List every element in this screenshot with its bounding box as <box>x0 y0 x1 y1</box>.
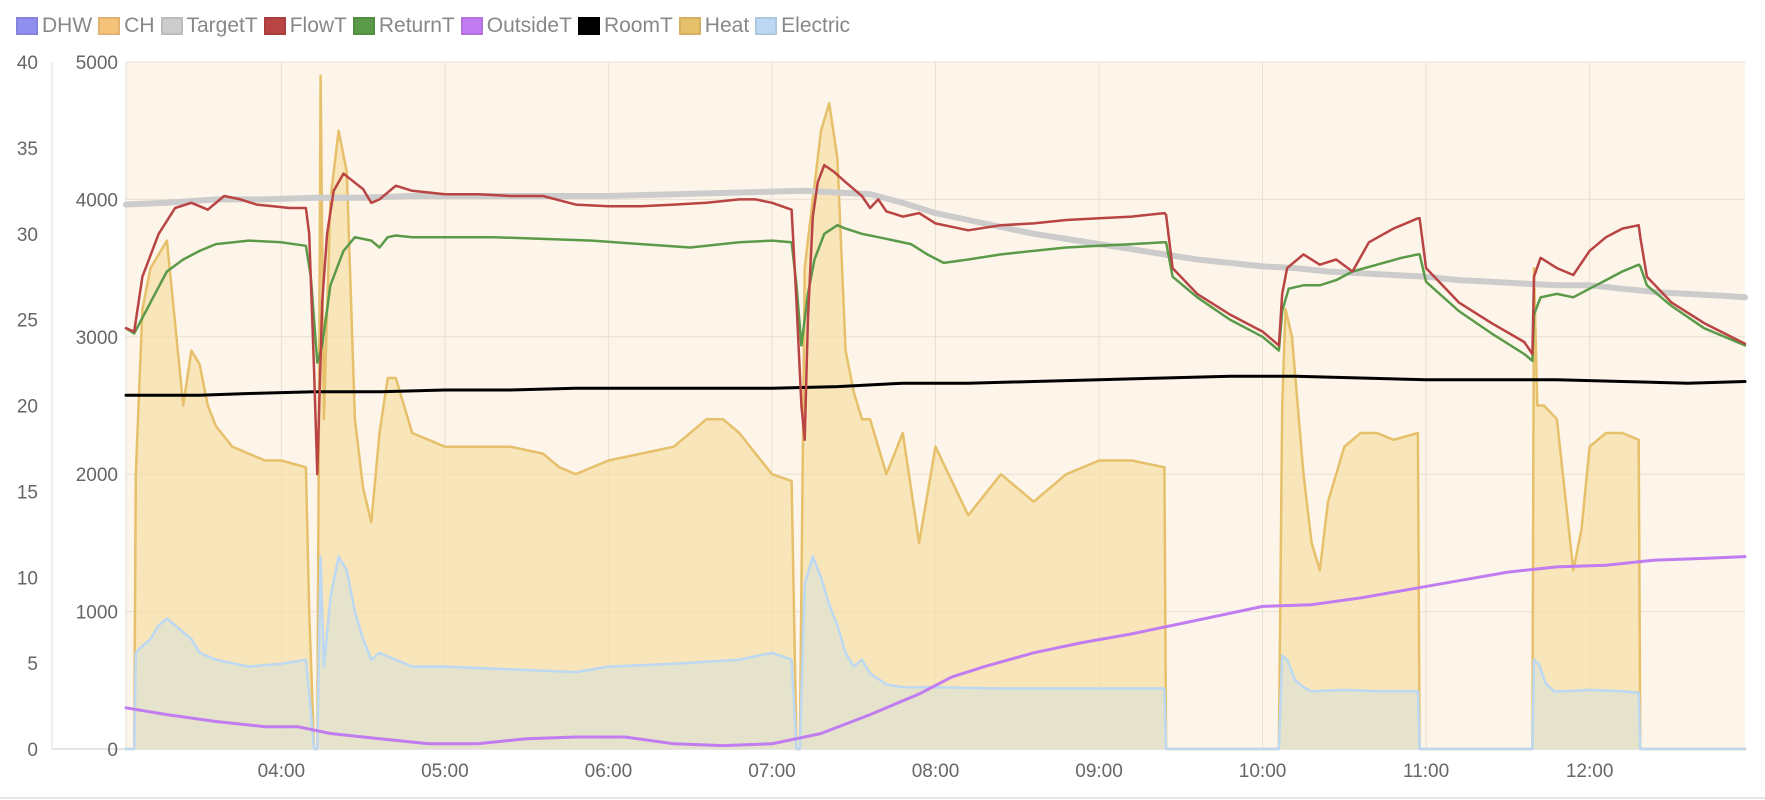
x-tick: 11:00 <box>1403 761 1449 782</box>
series-line-outsidet <box>124 555 1747 748</box>
legend-label-outside: OutsideT <box>486 14 572 37</box>
legend-swatch-ch <box>98 17 121 35</box>
y-tick-power: 2000 <box>76 465 118 486</box>
legend-item-ch[interactable]: CH <box>98 14 155 38</box>
series-line-targett <box>123 187 1748 301</box>
x-tick: 12:00 <box>1566 761 1614 782</box>
x-tick: 05:00 <box>421 761 469 782</box>
series-line-flowt <box>124 163 1747 476</box>
series-line-returnt <box>124 223 1747 364</box>
x-tick: 08:00 <box>912 761 960 782</box>
legend-label-heat: Heat <box>704 14 750 37</box>
y-tick-temp: 20 <box>17 397 38 418</box>
legend-item-return[interactable]: ReturnT <box>352 14 455 38</box>
y-tick-power: 3000 <box>76 328 118 349</box>
legend-item-dhw[interactable]: DHW <box>16 14 92 38</box>
legend-label-ch: CH <box>124 14 155 37</box>
y-tick-temp: 10 <box>17 568 38 589</box>
y-axis-power-ticks: 0 1000 2000 3000 4000 5000 <box>76 53 118 761</box>
y-tick-power: 1000 <box>76 603 118 624</box>
series-area-heat <box>126 75 1745 749</box>
x-tick: 09:00 <box>1075 761 1123 782</box>
legend-item-flow[interactable]: FlowT <box>263 14 347 38</box>
legend-label-room: RoomT <box>603 14 673 37</box>
legend-label-electric: Electric <box>781 14 851 37</box>
legend-swatch-dhw <box>16 17 38 35</box>
legend-item-outside[interactable]: OutsideT <box>460 14 572 38</box>
y-axis-temp-ticks: 0 5 10 15 20 25 30 35 40 <box>17 53 38 761</box>
legend-item-heat[interactable]: Heat <box>678 14 750 38</box>
legend-swatch-outside <box>460 17 483 35</box>
legend-item-target[interactable]: TargetT <box>160 14 258 38</box>
legend-label-flow: FlowT <box>289 14 347 37</box>
legend-swatch-flow <box>263 17 286 35</box>
y-tick-power: 4000 <box>76 190 118 211</box>
legend: DHW CH TargetT FlowT ReturnT OutsideT RoomT Hea… <box>16 14 856 38</box>
x-tick: 06:00 <box>585 761 633 782</box>
bottom-divider <box>0 797 1765 799</box>
y-tick-temp: 40 <box>17 53 38 74</box>
series-area-electric <box>126 556 1745 749</box>
series-line-roomt <box>124 374 1747 397</box>
y-tick-temp: 35 <box>17 139 38 160</box>
series-group <box>123 74 1748 751</box>
x-axis-ticks: 04:00 05:00 06:00 07:00 08:00 09:00 10:00 11:00… <box>258 761 1614 782</box>
y-tick-power: 5000 <box>76 53 118 74</box>
x-tick: 10:00 <box>1239 761 1287 782</box>
legend-item-electric[interactable]: Electric <box>755 14 850 38</box>
legend-label-return: ReturnT <box>378 14 455 37</box>
legend-swatch-target <box>160 17 183 35</box>
legend-swatch-return <box>352 17 375 35</box>
legend-swatch-electric <box>755 17 778 35</box>
y-tick-temp: 15 <box>17 482 38 503</box>
x-tick: 04:00 <box>258 761 306 782</box>
legend-swatch-room <box>577 17 600 35</box>
legend-item-room[interactable]: RoomT <box>577 14 673 38</box>
legend-label-target: TargetT <box>186 14 258 37</box>
y-tick-power: 0 <box>107 740 118 761</box>
y-tick-temp: 0 <box>27 740 38 761</box>
y-tick-temp: 30 <box>17 225 38 246</box>
series-line-electric <box>124 555 1747 751</box>
x-tick: 07:00 <box>748 761 796 782</box>
legend-label-dhw: DHW <box>42 14 93 37</box>
y-tick-temp: 5 <box>27 654 38 675</box>
y-tick-temp: 25 <box>17 311 38 332</box>
legend-swatch-heat <box>678 17 701 35</box>
